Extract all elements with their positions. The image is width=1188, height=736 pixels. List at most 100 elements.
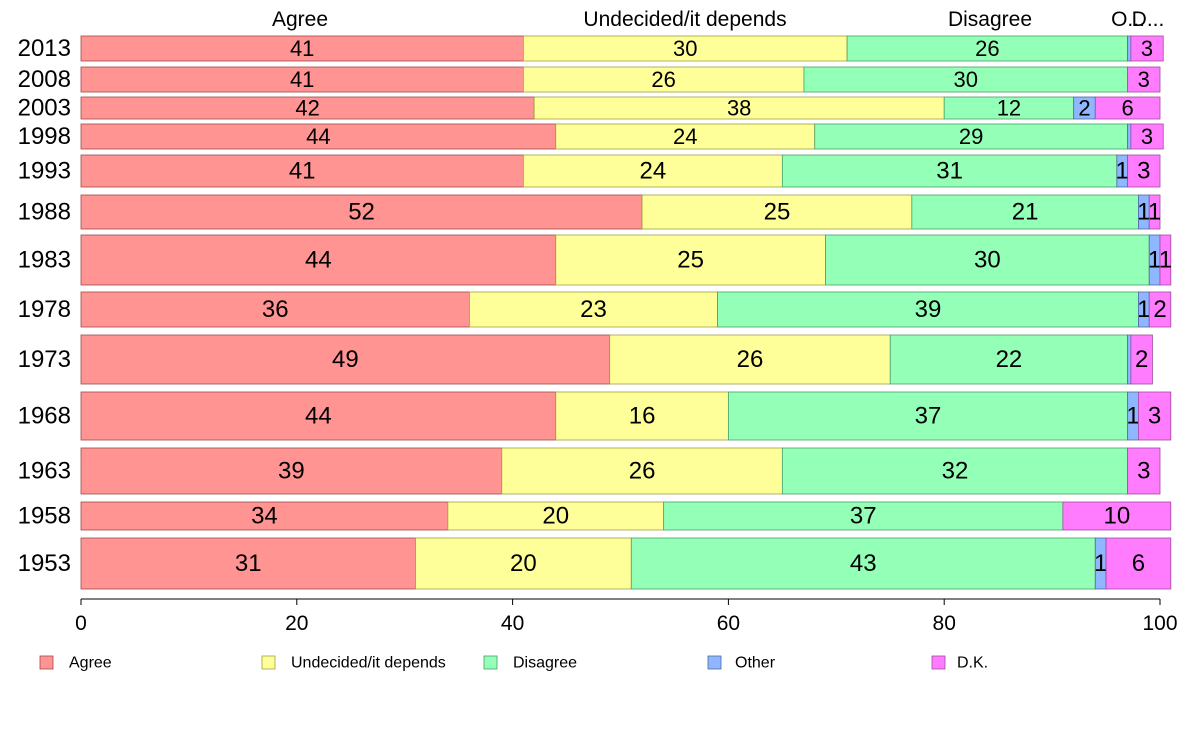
- y-tick-label-1983: 1983: [18, 247, 71, 274]
- bar-1988-disagree: [911, 194, 1139, 230]
- bar-2013-other: [1127, 35, 1132, 62]
- bar-1953-disagree: [630, 537, 1096, 590]
- bar-1963-d-k: [1127, 447, 1161, 495]
- data-label-2008-undecided-it-depends: 26: [651, 67, 675, 92]
- data-label-1958-undecided-it-depends: 20: [542, 503, 569, 530]
- data-label-1958-agree: 34: [251, 503, 278, 530]
- data-label-1978-disagree: 39: [915, 296, 942, 323]
- data-label-1978-other: 1: [1137, 296, 1150, 323]
- data-label-1973-disagree: 22: [996, 346, 1023, 373]
- legend: Agree Undecided/it depends Disagree Other D.…: [39, 655, 988, 672]
- data-label-2013-agree: 41: [290, 36, 314, 61]
- y-tick-label-2008: 2008: [18, 66, 71, 93]
- data-label-1993-other: 1: [1116, 158, 1129, 185]
- legend-label-disagree: Disagree: [513, 655, 577, 672]
- data-label-2003-other: 2: [1078, 96, 1090, 121]
- data-label-1963-undecided-it-depends: 26: [629, 458, 656, 485]
- data-label-1973-d-k: 2: [1135, 346, 1148, 373]
- bar-1963-undecided-it-depends: [501, 447, 783, 495]
- data-label-1993-d-k: 3: [1137, 158, 1150, 185]
- y-tick-label-1978: 1978: [18, 296, 71, 323]
- bar-2013-undecided-it-depends: [522, 35, 848, 62]
- bar-1958-disagree: [663, 501, 1064, 531]
- data-label-2013-undecided-it-depends: 30: [673, 36, 697, 61]
- top-series-labels: Agree Undecided/it depends Disagree O...D..…: [272, 8, 1164, 31]
- data-label-1978-undecided-it-depends: 23: [580, 296, 607, 323]
- data-label-1998-agree: 44: [306, 124, 330, 149]
- data-label-1988-undecided-it-depends: 25: [764, 199, 791, 226]
- bar-1993-disagree: [781, 154, 1118, 188]
- x-tick-label-100: 100: [1142, 612, 1177, 635]
- data-label-1993-agree: 41: [289, 158, 316, 185]
- y-tick-label-1998: 1998: [18, 123, 71, 150]
- data-label-1968-undecided-it-depends: 16: [629, 403, 656, 430]
- bar-1998-other: [1127, 123, 1132, 150]
- bar-2013-d-k: [1130, 35, 1164, 62]
- top-label-d: D...: [1132, 8, 1165, 31]
- y-tick-label-1958: 1958: [18, 503, 71, 530]
- bar-1953-d-k: [1105, 537, 1172, 590]
- x-tick-label-40: 40: [501, 612, 524, 635]
- data-label-1993-undecided-it-depends: 24: [640, 158, 667, 185]
- data-label-2013-d-k: 3: [1141, 36, 1153, 61]
- legend-swatch-d-k: [931, 655, 946, 670]
- data-label-1973-agree: 49: [332, 346, 359, 373]
- bar-1988-agree: [80, 194, 643, 230]
- bar-1958-undecided-it-depends: [447, 501, 665, 531]
- bar-1973-d-k: [1130, 334, 1153, 385]
- bar-1973-other: [1127, 334, 1132, 385]
- data-label-1963-disagree: 32: [942, 458, 969, 485]
- data-label-1968-d-k: 3: [1148, 403, 1161, 430]
- bar-1953-agree: [80, 537, 416, 590]
- data-label-1968-disagree: 37: [915, 403, 942, 430]
- top-label-disagree: Disagree: [948, 8, 1032, 31]
- data-label-1963-agree: 39: [278, 458, 305, 485]
- bar-1988-undecided-it-depends: [641, 194, 913, 230]
- y-tick-label-1953: 1953: [18, 550, 71, 577]
- bar-1988-d-k: [1148, 194, 1161, 230]
- x-tick-label-20: 20: [285, 612, 308, 635]
- bar-1993-undecided-it-depends: [522, 154, 783, 188]
- bar-1998-disagree: [814, 123, 1129, 150]
- bar-1998-undecided-it-depends: [555, 123, 816, 150]
- data-label-1953-disagree: 43: [850, 550, 877, 577]
- y-tick-label-1973: 1973: [18, 346, 71, 373]
- y-tick-label-1963: 1963: [18, 458, 71, 485]
- data-label-1983-agree: 44: [305, 247, 332, 274]
- legend-label-other: Other: [735, 655, 776, 672]
- bar-2008-undecided-it-depends: [522, 66, 805, 93]
- bar-1973-undecided-it-depends: [609, 334, 891, 385]
- bar-1978-agree: [80, 291, 470, 328]
- y-tick-label-1988: 1988: [18, 199, 71, 226]
- top-label-o: O...: [1111, 8, 1145, 31]
- data-label-1998-d-k: 3: [1141, 124, 1153, 149]
- bar-1978-d-k: [1148, 291, 1172, 328]
- data-label-1953-d-k: 6: [1132, 550, 1145, 577]
- bar-1993-d-k: [1127, 154, 1161, 188]
- bar-1968-d-k: [1138, 391, 1172, 441]
- data-label-1983-d-k: 1: [1159, 247, 1172, 274]
- legend-swatch-undecided-it-depends: [261, 655, 276, 670]
- legend-swatch-other: [707, 655, 722, 670]
- bar-1998-agree: [80, 123, 557, 150]
- bar-1998-d-k: [1130, 123, 1164, 150]
- x-axis: 0 20 40 60 80 100: [75, 598, 1178, 635]
- data-label-2008-d-k: 3: [1138, 67, 1150, 92]
- data-label-1998-undecided-it-depends: 24: [673, 124, 697, 149]
- data-label-2013-disagree: 26: [975, 36, 999, 61]
- data-label-1998-disagree: 29: [959, 124, 983, 149]
- bar-1983-disagree: [825, 234, 1150, 286]
- data-label-1988-disagree: 21: [1012, 199, 1039, 226]
- data-label-1983-disagree: 30: [974, 247, 1001, 274]
- data-label-2008-disagree: 30: [954, 67, 978, 92]
- bar-1983-d-k: [1159, 234, 1172, 286]
- data-label-1983-undecided-it-depends: 25: [677, 247, 704, 274]
- x-tick-label-80: 80: [933, 612, 956, 635]
- data-label-1978-d-k: 2: [1153, 296, 1166, 323]
- data-label-1983-other: 1: [1148, 247, 1161, 274]
- y-tick-label-1968: 1968: [18, 403, 71, 430]
- data-label-2003-disagree: 12: [997, 96, 1021, 121]
- bar-1983-undecided-it-depends: [555, 234, 826, 286]
- bar-1963-agree: [80, 447, 503, 495]
- bar-2008-agree: [80, 66, 524, 93]
